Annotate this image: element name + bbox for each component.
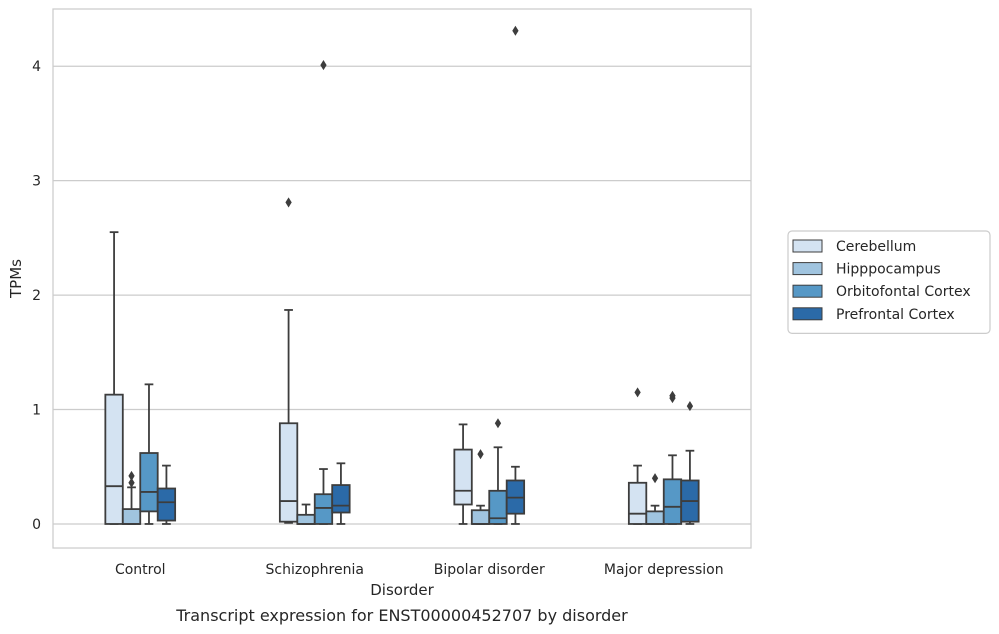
- box-hipppocampus: [296, 503, 316, 525]
- box-body: [278, 422, 299, 523]
- box-orbitofontal-cortex: [313, 60, 334, 525]
- box-body: [313, 493, 334, 525]
- y-axis-label: TPMs: [7, 259, 25, 299]
- box-hipppocampus: [645, 473, 665, 525]
- box-body: [662, 478, 683, 525]
- box-body: [453, 448, 473, 506]
- y-tick-label-1: 1: [32, 403, 41, 419]
- box-body: [104, 393, 124, 525]
- box-cerebellum: [104, 231, 124, 525]
- outlier-point: [669, 390, 676, 401]
- box-body: [331, 484, 351, 514]
- legend-swatch: [792, 239, 823, 253]
- legend-item: Cerebellum: [792, 239, 916, 255]
- outlier-point: [651, 473, 659, 484]
- outlier-point: [494, 418, 502, 429]
- legend-swatch: [792, 307, 823, 321]
- box-prefrontal-cortex: [505, 25, 526, 525]
- y-tick-label-2: 2: [32, 288, 41, 304]
- box-prefrontal-cortex: [156, 464, 177, 525]
- box-body: [296, 513, 316, 525]
- box-prefrontal-cortex: [680, 401, 700, 525]
- legend-swatch: [792, 262, 823, 276]
- legend-item: Prefrontal Cortex: [792, 307, 955, 323]
- outlier-point: [128, 477, 135, 488]
- box-hipppocampus: [470, 449, 491, 525]
- x-tick-label: Bipolar disorder: [434, 562, 545, 578]
- outlier-point: [686, 401, 694, 412]
- box-prefrontal-cortex: [331, 462, 351, 525]
- outlier-point: [634, 387, 641, 398]
- legend-swatch: [792, 284, 823, 298]
- x-axis-label: Disorder: [370, 581, 434, 599]
- legend-label: Cerebellum: [836, 239, 916, 255]
- y-tick-label-3: 3: [32, 174, 41, 190]
- legend-item: Hipppocampus: [792, 262, 941, 278]
- box-hipppocampus: [121, 470, 142, 525]
- box-cerebellum: [278, 197, 299, 524]
- box-body: [470, 509, 491, 525]
- legend-label: Hipppocampus: [836, 262, 941, 278]
- outlier-point: [128, 470, 135, 481]
- box-body: [645, 510, 665, 525]
- box-orbitofontal-cortex: [488, 418, 508, 525]
- box-body: [121, 508, 142, 525]
- box-body: [156, 487, 177, 522]
- plot-frame: [52, 8, 752, 549]
- outlier-point: [320, 60, 327, 71]
- legend: Cerebellum Hipppocampus Orbitofontal Corte…: [787, 230, 991, 335]
- legend-label: Orbitofontal Cortex: [836, 284, 971, 300]
- legend-item: Orbitofontal Cortex: [792, 284, 971, 300]
- box-orbitofontal-cortex: [662, 390, 683, 525]
- y-ticks: 0 1 2 3 4: [32, 59, 41, 533]
- x-tick-label: Major depression: [604, 562, 724, 578]
- x-ticks: Control Schizophrenia Bipolar disorder Majo…: [115, 562, 724, 578]
- y-tick-label-0: 0: [32, 517, 41, 533]
- box-orbitofontal-cortex: [139, 383, 159, 525]
- outlier-point: [285, 197, 292, 208]
- box-cerebellum: [627, 387, 648, 525]
- chart-caption: Transcript expression for ENST0000045270…: [175, 606, 628, 625]
- box-body: [627, 481, 648, 525]
- y-tick-label-4: 4: [32, 59, 41, 75]
- legend-label: Prefrontal Cortex: [836, 307, 955, 323]
- outlier-point: [477, 449, 484, 460]
- box-cerebellum: [453, 423, 473, 525]
- x-tick-label: Control: [115, 562, 166, 578]
- x-tick-label: Schizophrenia: [266, 562, 364, 578]
- legend-frame: [787, 230, 991, 335]
- boxes: [104, 25, 700, 525]
- box-body: [139, 452, 159, 513]
- outlier-point: [512, 25, 519, 36]
